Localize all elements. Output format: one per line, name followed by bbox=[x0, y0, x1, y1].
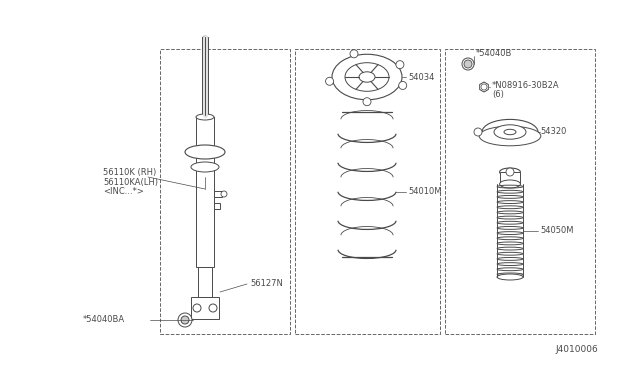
Bar bbox=[500, 172, 520, 184]
Bar bbox=[191, 297, 219, 319]
Circle shape bbox=[350, 50, 358, 58]
Circle shape bbox=[193, 304, 201, 312]
Circle shape bbox=[178, 313, 192, 327]
Text: 56110KA(LH): 56110KA(LH) bbox=[103, 177, 158, 186]
Text: 54050M: 54050M bbox=[540, 226, 573, 235]
Text: 54010M: 54010M bbox=[408, 187, 442, 196]
Bar bbox=[202, 37, 208, 117]
Circle shape bbox=[396, 61, 404, 69]
Ellipse shape bbox=[202, 36, 207, 42]
Text: 54034: 54034 bbox=[408, 73, 435, 81]
Bar bbox=[198, 267, 212, 297]
Circle shape bbox=[363, 98, 371, 106]
Circle shape bbox=[221, 191, 227, 197]
Ellipse shape bbox=[185, 145, 225, 159]
Text: (6): (6) bbox=[492, 90, 504, 99]
Bar bbox=[214, 203, 220, 209]
Circle shape bbox=[209, 304, 217, 312]
Text: <INC...*>: <INC...*> bbox=[103, 187, 144, 196]
Circle shape bbox=[474, 128, 482, 136]
Text: J4010006: J4010006 bbox=[556, 346, 598, 355]
Bar bbox=[295, 49, 440, 334]
Text: 56127N: 56127N bbox=[250, 279, 283, 289]
Circle shape bbox=[399, 81, 406, 89]
Text: *N08916-30B2A: *N08916-30B2A bbox=[492, 80, 559, 90]
Ellipse shape bbox=[191, 162, 219, 172]
Ellipse shape bbox=[479, 126, 541, 146]
Bar bbox=[445, 49, 595, 334]
Ellipse shape bbox=[482, 119, 538, 145]
Ellipse shape bbox=[332, 54, 402, 100]
Text: 54320: 54320 bbox=[540, 128, 566, 137]
Ellipse shape bbox=[500, 168, 520, 176]
Bar bbox=[214, 191, 222, 197]
Ellipse shape bbox=[494, 125, 526, 139]
Ellipse shape bbox=[345, 63, 389, 91]
Circle shape bbox=[481, 84, 487, 90]
Ellipse shape bbox=[497, 274, 523, 280]
Circle shape bbox=[181, 316, 189, 324]
Bar bbox=[196, 117, 214, 267]
Circle shape bbox=[462, 58, 474, 70]
Bar bbox=[160, 49, 290, 334]
Text: *54040B: *54040B bbox=[476, 49, 513, 58]
Polygon shape bbox=[479, 82, 488, 92]
Ellipse shape bbox=[500, 180, 520, 188]
Ellipse shape bbox=[196, 114, 214, 120]
Text: *54040BA: *54040BA bbox=[83, 315, 125, 324]
Ellipse shape bbox=[359, 72, 375, 82]
Text: 56110K (RH): 56110K (RH) bbox=[103, 167, 156, 176]
Ellipse shape bbox=[504, 129, 516, 135]
Circle shape bbox=[464, 60, 472, 68]
Circle shape bbox=[326, 77, 333, 85]
Circle shape bbox=[506, 168, 514, 176]
